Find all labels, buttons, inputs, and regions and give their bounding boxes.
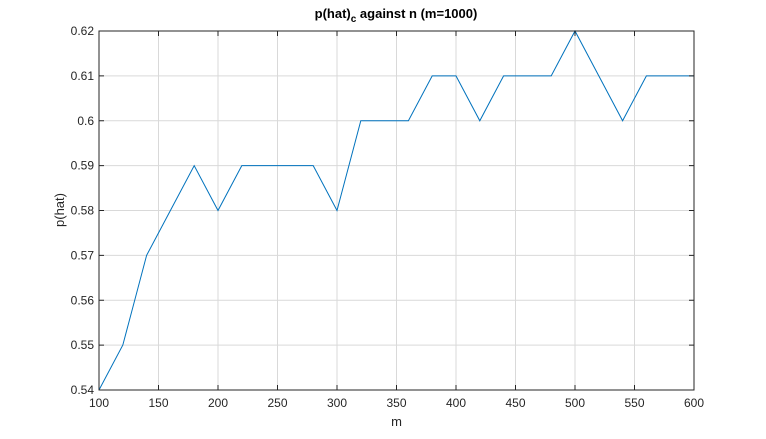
chart-title-main: p(hat)	[315, 6, 351, 21]
y-tick-label: 0.55	[71, 338, 95, 352]
y-tick-label: 0.57	[71, 248, 95, 262]
y-tick-label: 0.62	[71, 24, 95, 38]
chart-title-subscript: c	[351, 14, 357, 25]
series-line	[98, 29, 694, 391]
chart-title-suffix: against n (m=1000)	[356, 6, 477, 21]
x-tick-label: 250	[267, 396, 287, 410]
x-tick-label: 200	[208, 396, 228, 410]
y-tick-label: 0.61	[71, 69, 95, 83]
x-tick-label: 450	[505, 396, 525, 410]
chart-title: p(hat)c against n (m=1000)	[315, 6, 478, 25]
x-tick-label: 550	[624, 396, 644, 410]
x-tick-label: 150	[148, 396, 168, 410]
y-tick-label: 0.56	[71, 293, 95, 307]
x-axis-label: m	[391, 414, 402, 429]
y-tick-label: 0.6	[77, 114, 94, 128]
y-axis-label: p(hat)	[52, 193, 67, 227]
x-tick-label: 400	[446, 396, 466, 410]
x-tick-label: 100	[89, 396, 109, 410]
x-tick-label: 600	[684, 396, 704, 410]
y-tick-label: 0.59	[71, 159, 95, 173]
x-tick-labels: 100 150 200 250 300 350 400 450 500 550 600	[89, 396, 704, 410]
y-tick-label: 0.58	[71, 204, 95, 218]
x-tick-label: 300	[327, 396, 347, 410]
axis-ticks	[98, 30, 695, 391]
y-tick-labels: 0.54 0.55 0.56 0.57 0.58 0.59 0.6 0.61 0.62	[71, 24, 95, 397]
y-tick-label: 0.54	[71, 383, 95, 397]
x-tick-label: 350	[386, 396, 406, 410]
x-tick-label: 500	[565, 396, 585, 410]
